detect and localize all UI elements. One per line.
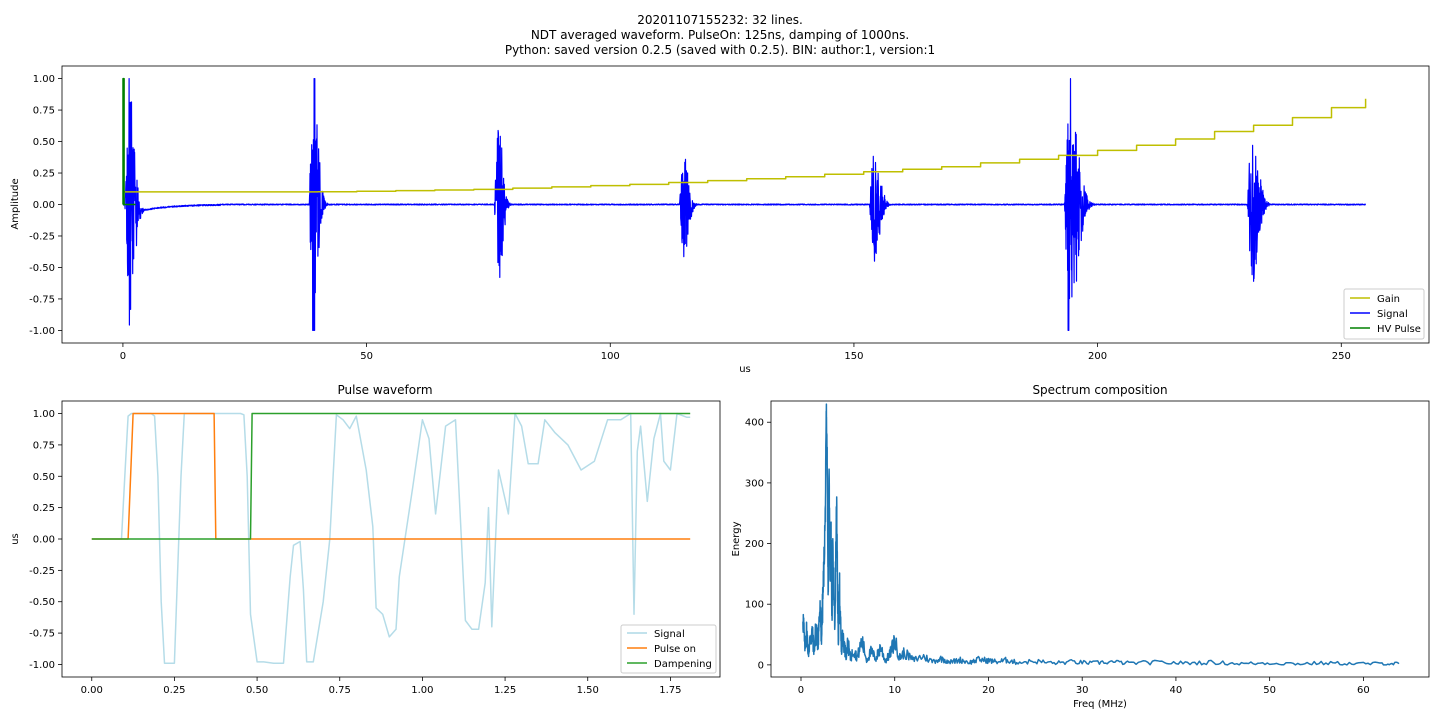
pulse-y-tick-label: 0.25: [33, 503, 55, 514]
pulse-x-ticks: 0.00 0.25 0.50 0.75 1.00 1.25 1.50 1.75: [81, 677, 682, 696]
pulse-y-tick-label: -0.50: [29, 597, 55, 608]
pulse-y-tick-label: 1.00: [33, 409, 55, 420]
pulse-axes: Pulse waveform 0.00 0.25 0.50 0.75 1.00 1.25 1…: [10, 383, 721, 696]
pulse-legend-box: [620, 624, 717, 674]
pulse-x-tick-label: 1.00: [411, 685, 433, 696]
spectrum-plot-area: [802, 403, 1400, 666]
waveform-x-tick-label: 100: [601, 351, 620, 362]
suptitle-line-1: 20201107155232: 32 lines.: [637, 13, 803, 27]
suptitle-line-2: NDT averaged waveform. PulseOn: 125ns, d…: [531, 28, 909, 42]
waveform-y-tick-label: 0.25: [33, 169, 55, 180]
spectrum-y-tick-label: 200: [745, 539, 764, 550]
pulse-signal-series-line: [91, 412, 691, 664]
waveform-y-tick-label: 0.50: [33, 137, 55, 148]
pulse-x-tick-label: 1.75: [659, 685, 681, 696]
pulse-y-tick-label: -0.25: [29, 566, 55, 577]
waveform-y-tick-label: -0.75: [29, 294, 55, 305]
waveform-legend-box: [1343, 288, 1425, 340]
waveform-x-tick-label: 50: [360, 351, 373, 362]
legend-signal-light-label: Signal: [654, 629, 685, 640]
pulse-x-tick-label: 0.50: [246, 685, 268, 696]
spectrum-series-line: [802, 403, 1400, 666]
legend-pulse-on-label: Pulse on: [654, 644, 696, 655]
spectrum-x-tick-label: 50: [1263, 685, 1276, 696]
pulse-y-tick-label: -0.75: [29, 629, 55, 640]
signal-series-line: [122, 77, 1367, 331]
pulse-plot-area: [91, 412, 691, 664]
legend-signal-label: Signal: [1377, 309, 1408, 320]
legend-hv-pulse-label: HV Pulse: [1377, 324, 1421, 335]
spectrum-y-tick-label: 400: [745, 418, 764, 429]
pulse-y-tick-label: 0.50: [33, 472, 55, 483]
legend-gain-label: Gain: [1377, 294, 1400, 305]
pulse-x-tick-label: 0.00: [81, 685, 103, 696]
spectrum-x-ticks: 0 10 20 30 40 50 60: [798, 677, 1370, 696]
spectrum-x-tick-label: 60: [1357, 685, 1370, 696]
spectrum-y-axis-label: Energy: [731, 521, 742, 556]
waveform-y-tick-label: 0.75: [33, 106, 55, 117]
waveform-y-tick-label: 0.00: [33, 200, 55, 211]
pulse-y-tick-label: 0.00: [33, 535, 55, 546]
spectrum-y-tick-label: 300: [745, 478, 764, 489]
spectrum-chart-title: Spectrum composition: [1032, 383, 1167, 397]
pulse-x-tick-label: 1.50: [577, 685, 599, 696]
waveform-y-tick-label: -0.25: [29, 231, 55, 242]
waveform-plot-area: [122, 77, 1367, 331]
pulse-y-ticks: -1.00 -0.75 -0.50 -0.25 0.00 0.25 0.50 0.75 1.00: [29, 409, 62, 671]
waveform-y-axis-label: Amplitude: [10, 178, 21, 229]
pulse-x-tick-label: 0.25: [163, 685, 185, 696]
spectrum-x-tick-label: 30: [1076, 685, 1089, 696]
dampening-series-line: [91, 412, 691, 540]
pulse-y-axis-label: us: [10, 533, 21, 545]
hv-pulse-series-line: [122, 77, 136, 206]
waveform-y-ticks: -1.00 -0.75 -0.50 -0.25 0.00 0.25 0.50 0.75 1.00: [29, 74, 62, 337]
pulse-x-tick-label: 0.75: [329, 685, 351, 696]
pulse-legend: Signal Pulse on Dampening: [620, 624, 717, 674]
suptitle-line-3: Python: saved version 0.2.5 (saved with …: [505, 43, 935, 57]
spectrum-y-ticks: 0 100 200 300 400: [745, 418, 771, 671]
waveform-x-tick-label: 250: [1332, 351, 1351, 362]
spectrum-y-tick-label: 0: [758, 660, 764, 671]
spectrum-y-tick-label: 100: [745, 600, 764, 611]
waveform-x-tick-label: 200: [1088, 351, 1107, 362]
spectrum-axes-frame: [770, 400, 1430, 678]
spectrum-x-tick-label: 40: [1170, 685, 1183, 696]
waveform-y-tick-label: -1.00: [29, 326, 55, 337]
spectrum-x-tick-label: 0: [798, 685, 804, 696]
legend-dampening-label: Dampening: [654, 659, 712, 670]
pulse-y-tick-label: -1.00: [29, 660, 55, 671]
spectrum-axes: Spectrum composition 0 10 20 30 40 50 60 0 100 2…: [731, 383, 1430, 710]
waveform-x-tick-label: 0: [120, 351, 126, 362]
pulse-chart-title: Pulse waveform: [337, 383, 432, 397]
waveform-y-tick-label: -0.50: [29, 263, 55, 274]
spectrum-x-axis-label: Freq (MHz): [1073, 699, 1127, 710]
spectrum-x-tick-label: 10: [888, 685, 901, 696]
gain-series-line: [122, 98, 1367, 193]
pulse-y-tick-label: 0.75: [33, 440, 55, 451]
waveform-legend: Gain Signal HV Pulse: [1343, 288, 1425, 340]
waveform-x-tick-label: 150: [844, 351, 863, 362]
waveform-y-tick-label: 1.00: [33, 74, 55, 85]
waveform-axes: 0 50 100 150 200 250 -1.00 -0.75 -0.50 -0.25 0.00…: [10, 65, 1430, 375]
waveform-x-axis-label: us: [739, 364, 751, 375]
pulse-x-tick-label: 1.25: [494, 685, 516, 696]
spectrum-x-tick-label: 20: [982, 685, 995, 696]
waveform-x-ticks: 0 50 100 150 200 250: [120, 343, 1351, 362]
